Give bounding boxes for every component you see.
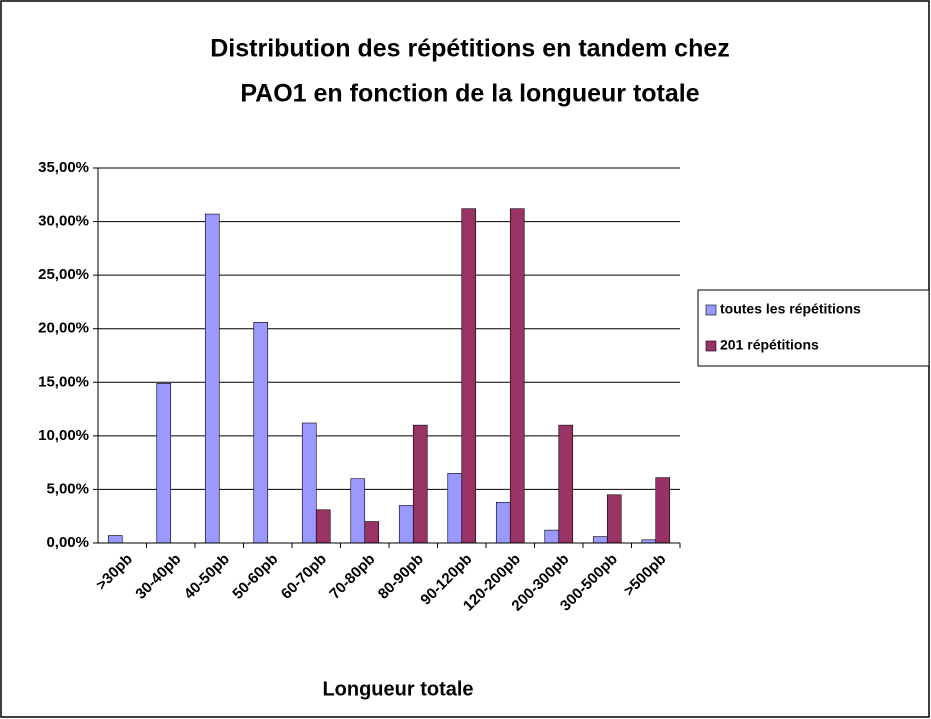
bar (495, 501, 511, 544)
chart-title: PAO1 en fonction de la longueur totale (240, 80, 699, 108)
y-tick-label: 0,00% (46, 534, 89, 551)
x-axis-label: Longueur totale (322, 678, 473, 700)
chart-title: Distribution des répétitions en tandem c… (210, 35, 730, 63)
bar (156, 383, 172, 544)
y-tick-label: 15,00% (38, 373, 89, 390)
bar (204, 213, 220, 544)
y-tick-label: 30,00% (38, 213, 89, 230)
bar (107, 535, 123, 544)
bar (301, 422, 317, 544)
y-tick-label: 25,00% (38, 266, 89, 283)
bar (364, 521, 380, 544)
legend-label: toutes les répétitions (720, 301, 861, 317)
bar (606, 494, 622, 544)
legend-label: 201 répétitions (720, 337, 819, 353)
bar (315, 509, 331, 544)
bar (253, 321, 269, 544)
bar (412, 424, 428, 544)
bar (558, 424, 574, 544)
bar (544, 529, 560, 544)
bar (509, 208, 525, 544)
bar (350, 478, 366, 544)
y-tick-label: 10,00% (38, 427, 89, 444)
legend-swatch (705, 304, 717, 316)
legend-box (697, 289, 930, 367)
bar (461, 208, 477, 544)
y-tick-label: 20,00% (38, 320, 89, 337)
bar (592, 536, 608, 544)
bar (655, 477, 671, 544)
legend-swatch (705, 340, 717, 352)
bar (447, 473, 463, 544)
y-tick-label: 35,00% (38, 159, 89, 176)
bar (398, 505, 414, 544)
y-tick-label: 5,00% (46, 480, 89, 497)
